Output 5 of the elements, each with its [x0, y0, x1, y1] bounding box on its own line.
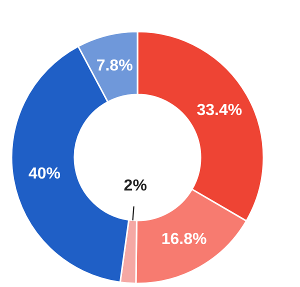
data-label: 2% [124, 177, 147, 194]
data-label: 40% [28, 166, 60, 183]
data-label: 33.4% [196, 102, 242, 119]
data-label: 7.8% [96, 57, 133, 74]
data-label: 16.8% [161, 231, 207, 248]
